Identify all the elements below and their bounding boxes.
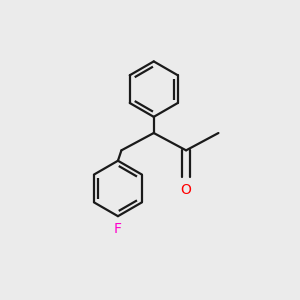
Text: O: O bbox=[181, 183, 191, 197]
Text: F: F bbox=[114, 222, 122, 236]
